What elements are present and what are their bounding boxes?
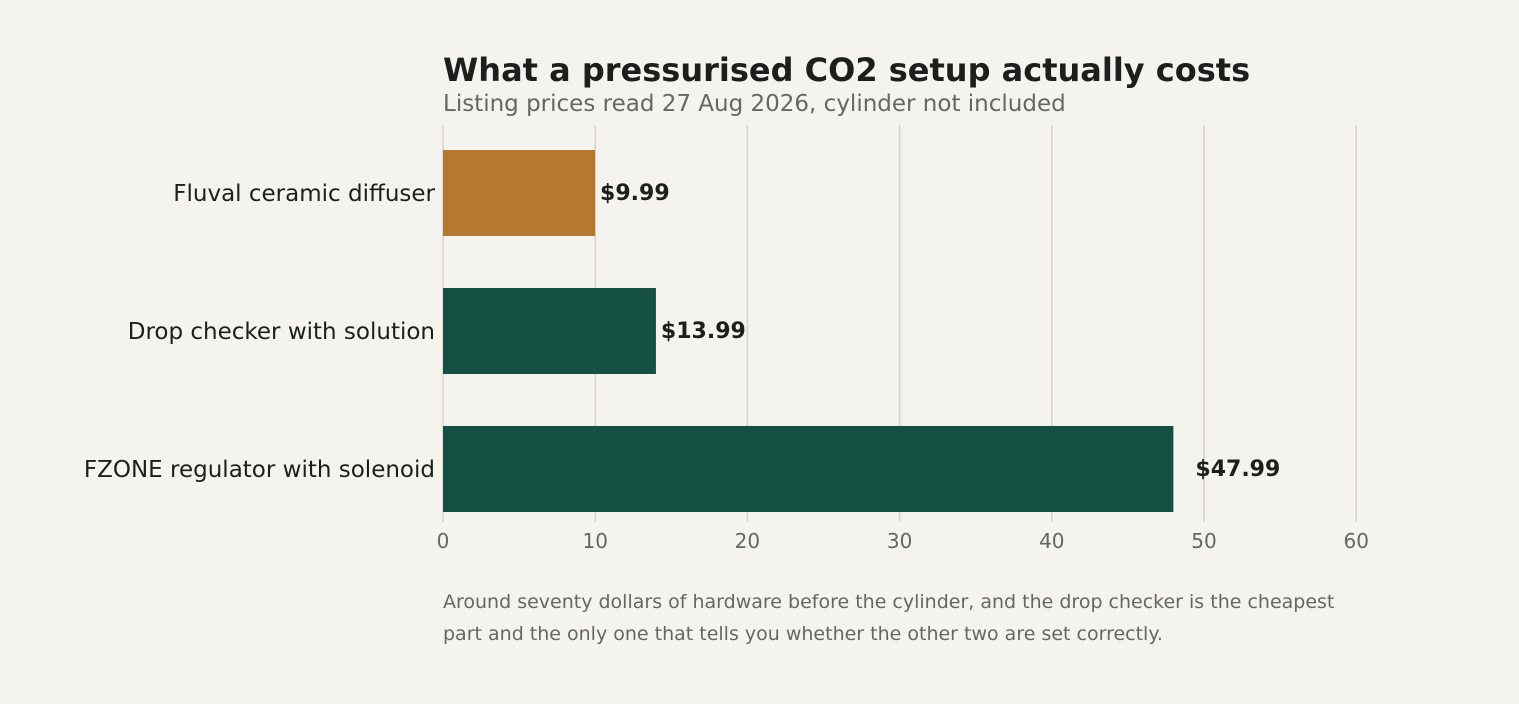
value-label: $9.99 bbox=[600, 181, 670, 206]
x-axis-ticks: 0 10 20 30 40 50 60 bbox=[437, 529, 1369, 553]
x-tick-label: 60 bbox=[1343, 529, 1368, 553]
x-tick-label: 20 bbox=[735, 529, 760, 553]
category-label: Drop checker with solution bbox=[128, 319, 435, 345]
x-tick-label: 0 bbox=[437, 529, 450, 553]
bar bbox=[443, 288, 656, 374]
chart-note-line-1: Around seventy dollars of hardware befor… bbox=[443, 591, 1334, 613]
category-label: Fluval ceramic diffuser bbox=[173, 181, 435, 207]
bar bbox=[443, 150, 596, 236]
value-labels: $9.99 $13.99 $47.99 bbox=[600, 181, 1280, 482]
chart-note-line-2: part and the only one that tells you whe… bbox=[443, 623, 1163, 645]
x-tick-label: 50 bbox=[1191, 529, 1216, 553]
x-tick-label: 30 bbox=[887, 529, 912, 553]
x-tick-label: 40 bbox=[1039, 529, 1064, 553]
category-label: FZONE regulator with solenoid bbox=[84, 457, 435, 483]
chart-subtitle: Listing prices read 27 Aug 2026, cylinde… bbox=[443, 91, 1066, 117]
x-tick-label: 10 bbox=[582, 529, 607, 553]
bar bbox=[443, 426, 1174, 512]
bars bbox=[443, 150, 1174, 512]
value-label: $13.99 bbox=[661, 319, 746, 344]
value-label: $47.99 bbox=[1195, 457, 1280, 482]
chart-title: What a pressurised CO2 setup actually co… bbox=[443, 51, 1250, 89]
category-labels: Fluval ceramic diffuser Drop checker with… bbox=[84, 181, 436, 483]
grid-lines bbox=[442, 125, 1357, 522]
